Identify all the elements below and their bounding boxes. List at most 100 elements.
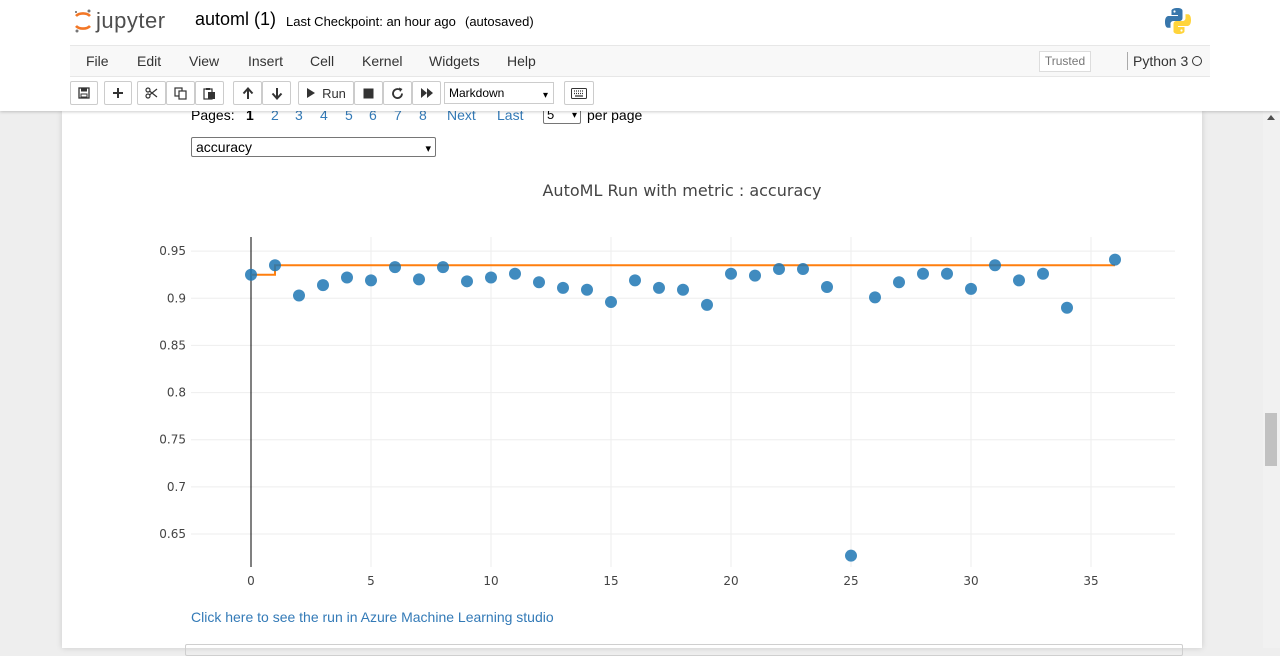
y-tick-label: 0.7 bbox=[167, 480, 186, 494]
data-point bbox=[725, 267, 737, 280]
data-point bbox=[317, 279, 329, 292]
python-logo-icon bbox=[1165, 8, 1191, 34]
save-button[interactable] bbox=[70, 81, 98, 105]
data-point bbox=[389, 261, 401, 274]
copy-button[interactable] bbox=[166, 81, 195, 105]
y-tick-label: 0.8 bbox=[167, 386, 186, 400]
plus-icon bbox=[113, 88, 123, 98]
page-4[interactable]: 4 bbox=[320, 107, 328, 123]
menu-cell[interactable]: Cell bbox=[310, 53, 335, 69]
kernel-name: Python 3 bbox=[1133, 53, 1189, 69]
cut-button[interactable] bbox=[137, 81, 166, 105]
data-point bbox=[845, 549, 857, 562]
page-7[interactable]: 7 bbox=[394, 107, 402, 123]
azure-studio-link[interactable]: Click here to see the run in Azure Machi… bbox=[191, 609, 554, 625]
data-point bbox=[701, 298, 713, 311]
data-point bbox=[605, 296, 617, 309]
data-point bbox=[749, 269, 761, 282]
restart-button[interactable] bbox=[383, 81, 412, 105]
data-point bbox=[941, 267, 953, 280]
data-point bbox=[341, 271, 353, 284]
data-point bbox=[989, 259, 1001, 272]
data-point bbox=[965, 282, 977, 295]
save-icon bbox=[78, 87, 90, 99]
x-tick-label: 20 bbox=[723, 574, 738, 588]
y-tick-label: 0.65 bbox=[159, 527, 186, 541]
x-tick-label: 10 bbox=[483, 574, 498, 588]
move-up-button[interactable] bbox=[233, 81, 262, 105]
last-page-link[interactable]: Last bbox=[497, 107, 524, 123]
chart-title: AutoML Run with metric : accuracy bbox=[542, 181, 821, 200]
menu-kernel[interactable]: Kernel bbox=[362, 53, 403, 69]
data-point bbox=[869, 291, 881, 304]
menu-insert[interactable]: Insert bbox=[248, 53, 284, 69]
page-8[interactable]: 8 bbox=[419, 107, 427, 123]
best-score-line bbox=[251, 264, 1115, 276]
data-point bbox=[773, 263, 785, 276]
interrupt-button[interactable] bbox=[354, 81, 383, 105]
x-tick-label: 30 bbox=[963, 574, 978, 588]
notebook-header: jupyter automl (1) Last Checkpoint: an h… bbox=[0, 0, 1280, 111]
data-point bbox=[461, 275, 473, 288]
scroll-up-arrow-icon[interactable] bbox=[1267, 115, 1275, 120]
menu-edit[interactable]: Edit bbox=[137, 53, 162, 69]
trusted-indicator[interactable]: Trusted bbox=[1039, 51, 1091, 72]
x-tick-label: 0 bbox=[247, 574, 255, 588]
data-point bbox=[821, 280, 833, 293]
menu-help[interactable]: Help bbox=[507, 53, 536, 69]
y-tick-label: 0.75 bbox=[159, 433, 186, 447]
data-point bbox=[629, 274, 641, 287]
next-cell[interactable] bbox=[185, 644, 1183, 656]
notebook-title[interactable]: automl (1) bbox=[195, 9, 277, 29]
insert-cell-button[interactable] bbox=[104, 81, 132, 105]
menu-view[interactable]: View bbox=[189, 53, 220, 69]
page-scrollbar[interactable] bbox=[1263, 111, 1280, 648]
chevron-down-icon: ▾ bbox=[425, 143, 431, 155]
scissors-icon bbox=[145, 87, 158, 99]
jupyter-logo-text: jupyter bbox=[96, 8, 166, 33]
y-tick-label: 0.9 bbox=[167, 291, 186, 305]
paste-button[interactable] bbox=[195, 81, 224, 105]
accuracy-scatter-chart[interactable]: AutoML Run with metric : accuracy 0 5 10 15… bbox=[62, 111, 1202, 601]
page-5[interactable]: 5 bbox=[345, 107, 353, 123]
data-point bbox=[269, 259, 281, 272]
best-score-line-path bbox=[251, 264, 1115, 276]
data-point bbox=[1061, 301, 1073, 314]
menu-widgets[interactable]: Widgets bbox=[429, 53, 480, 69]
pages-label: Pages: bbox=[191, 107, 235, 123]
paste-icon bbox=[203, 87, 215, 100]
page-3[interactable]: 3 bbox=[295, 107, 303, 123]
data-point bbox=[245, 268, 257, 281]
next-page-link[interactable]: Next bbox=[447, 107, 476, 123]
run-button[interactable]: Run bbox=[298, 81, 354, 105]
x-tick-label: 5 bbox=[367, 574, 375, 588]
page-6[interactable]: 6 bbox=[369, 107, 377, 123]
restart-run-all-button[interactable] bbox=[412, 81, 441, 105]
jupyter-logo[interactable]: jupyter bbox=[74, 6, 166, 36]
fast-forward-icon bbox=[420, 88, 433, 98]
page-2[interactable]: 2 bbox=[271, 107, 279, 123]
menu-file[interactable]: File bbox=[86, 53, 109, 69]
keyboard-icon bbox=[571, 87, 587, 99]
per-page-value: 5 bbox=[547, 107, 555, 122]
kernel-idle-icon bbox=[1192, 56, 1202, 66]
kernel-divider bbox=[1127, 52, 1128, 70]
stop-icon bbox=[363, 88, 374, 98]
data-point bbox=[1013, 274, 1025, 287]
menu-bar: File Edit View Insert Cell Kernel Widget… bbox=[70, 45, 1210, 77]
checkpoint-status: Last Checkpoint: an hour ago bbox=[286, 14, 456, 29]
metric-select[interactable]: accuracy ▾ bbox=[191, 137, 436, 157]
cell-type-select[interactable]: Markdown ▾ bbox=[444, 82, 554, 104]
page-1[interactable]: 1 bbox=[246, 107, 254, 123]
jupyter-logo-icon bbox=[75, 9, 91, 33]
move-down-button[interactable] bbox=[262, 81, 291, 105]
data-point bbox=[893, 276, 905, 289]
x-tick-label: 25 bbox=[843, 574, 858, 588]
scroll-thumb[interactable] bbox=[1265, 413, 1277, 466]
data-point bbox=[293, 289, 305, 302]
per-page-label: per page bbox=[587, 107, 643, 123]
command-palette-button[interactable] bbox=[564, 81, 594, 105]
data-point bbox=[677, 283, 689, 296]
chevron-down-icon: ▾ bbox=[571, 110, 577, 121]
copy-icon bbox=[174, 86, 187, 100]
